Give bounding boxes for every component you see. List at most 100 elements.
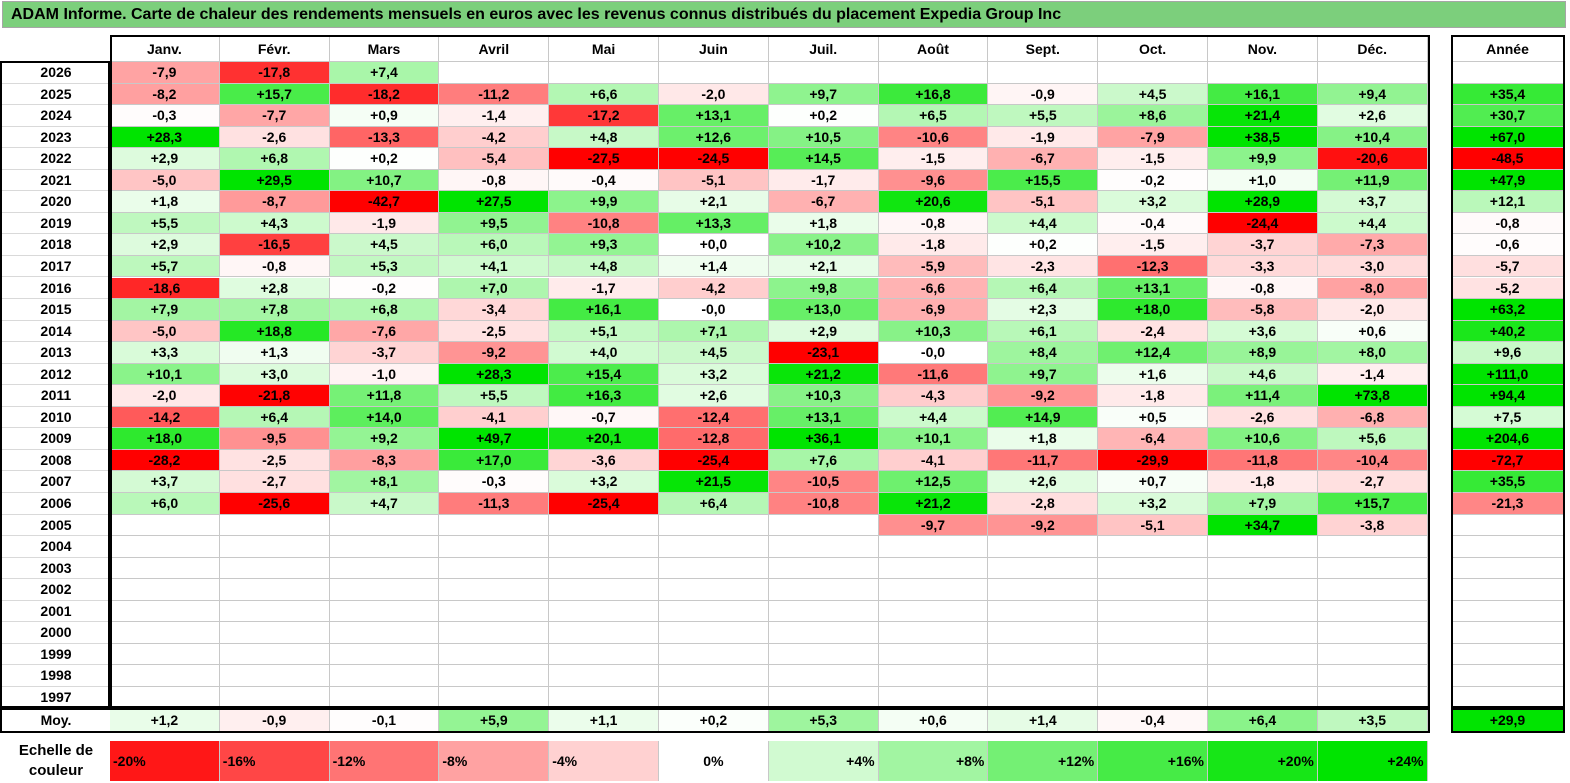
average-cell: +0,2 bbox=[659, 708, 769, 732]
average-cell: -0,4 bbox=[1098, 708, 1208, 732]
annual-cell bbox=[1452, 643, 1564, 666]
heatmap-cell: +10,4 bbox=[1317, 126, 1428, 149]
heatmap-cell bbox=[439, 557, 550, 580]
heatmap-cell: +7,9 bbox=[1208, 493, 1318, 515]
heatmap-cell: +13,3 bbox=[659, 212, 769, 235]
average-cell: +5,9 bbox=[439, 708, 550, 732]
heatmap-cell: -0,3 bbox=[110, 105, 220, 127]
heatmap-cell: -2,7 bbox=[1317, 471, 1428, 493]
heatmap-cell bbox=[329, 600, 440, 623]
heatmap-cell: -1,7 bbox=[768, 169, 879, 192]
heatmap-cell: -2,0 bbox=[659, 83, 769, 106]
year-label: 2011 bbox=[2, 385, 110, 407]
scale-step: +20% bbox=[1208, 741, 1318, 781]
annual-cell bbox=[1452, 579, 1564, 601]
average-label: Moy. bbox=[2, 708, 110, 732]
heatmap-cell: +10,3 bbox=[878, 320, 989, 343]
heatmap-cell: +16,8 bbox=[878, 83, 989, 106]
heatmap-cell: +4,5 bbox=[1098, 83, 1208, 106]
annual-cell bbox=[1452, 514, 1564, 537]
year-label: 2002 bbox=[2, 579, 110, 601]
year-label: 2022 bbox=[2, 148, 110, 170]
heatmap-cell bbox=[1098, 643, 1208, 666]
heatmap-cell: +5,3 bbox=[329, 255, 440, 278]
heatmap-cell bbox=[110, 686, 220, 709]
heatmap-cell: -27,5 bbox=[549, 148, 659, 170]
heatmap-cell: +1,4 bbox=[659, 255, 769, 278]
heatmap-cell: -3,0 bbox=[1317, 255, 1428, 278]
year-label: 2020 bbox=[2, 191, 110, 213]
heatmap-cell: -9,5 bbox=[219, 428, 330, 450]
average-cell: +5,3 bbox=[768, 708, 879, 732]
heatmap-cell: -2,6 bbox=[219, 126, 330, 149]
heatmap-cell bbox=[1208, 686, 1318, 709]
heatmap-cell: +2,9 bbox=[110, 148, 220, 170]
heatmap-cell: +8,9 bbox=[1208, 342, 1318, 364]
heatmap-cell: -7,3 bbox=[1317, 234, 1428, 256]
heatmap-cell: -4,2 bbox=[659, 277, 769, 300]
heatmap-cell: +13,1 bbox=[768, 406, 879, 429]
heatmap-cell: -2,5 bbox=[219, 449, 330, 472]
heatmap-cell: -11,8 bbox=[1208, 449, 1318, 472]
heatmap-cell bbox=[659, 62, 769, 84]
heatmap-cell bbox=[219, 579, 330, 601]
heatmap-cell: +4,4 bbox=[878, 406, 989, 429]
heatmap-cell: +27,5 bbox=[439, 191, 550, 213]
heatmap-cell: -10,6 bbox=[878, 126, 989, 149]
heatmap-cell: -28,2 bbox=[110, 449, 220, 472]
year-label: 2019 bbox=[2, 213, 110, 235]
heatmap-cell: -4,2 bbox=[439, 126, 550, 149]
heatmap-cell: +4,0 bbox=[549, 342, 659, 364]
annual-cell: -72,7 bbox=[1452, 449, 1564, 472]
heatmap-cell: -6,8 bbox=[1317, 406, 1428, 429]
annual-cell: +35,4 bbox=[1452, 83, 1564, 106]
heatmap-cell: +13,0 bbox=[768, 299, 879, 321]
heatmap-cell bbox=[549, 622, 659, 644]
heatmap-cell bbox=[659, 643, 769, 666]
annual-cell: +67,0 bbox=[1452, 126, 1564, 149]
year-label: 2003 bbox=[2, 558, 110, 580]
heatmap-cell bbox=[1098, 62, 1208, 84]
year-label: 2008 bbox=[2, 450, 110, 472]
heatmap-cell: -6,7 bbox=[768, 191, 879, 213]
heatmap-cell: +6,4 bbox=[219, 406, 330, 429]
heatmap-cell bbox=[439, 600, 550, 623]
annual-cell: -5,7 bbox=[1452, 255, 1564, 278]
heatmap-cell bbox=[1208, 643, 1318, 666]
heatmap-cell bbox=[878, 579, 989, 601]
year-label: 2017 bbox=[2, 256, 110, 278]
heatmap-cell: -8,7 bbox=[219, 191, 330, 213]
heatmap-cell bbox=[1317, 686, 1428, 709]
year-label: 2009 bbox=[2, 428, 110, 450]
heatmap-cell: -8,2 bbox=[110, 83, 220, 106]
heatmap-cell bbox=[1317, 600, 1428, 623]
year-label: 2001 bbox=[2, 601, 110, 623]
heatmap-cell: -14,2 bbox=[110, 406, 220, 429]
month-header: Déc. bbox=[1317, 37, 1428, 62]
year-label: 2014 bbox=[2, 321, 110, 343]
scale-step: -20% bbox=[110, 741, 220, 781]
heatmap-cell bbox=[549, 62, 659, 84]
heatmap-cell: +4,7 bbox=[329, 493, 440, 515]
heatmap-cell bbox=[659, 665, 769, 687]
year-label: 2021 bbox=[2, 170, 110, 192]
average-cell: +6,4 bbox=[1208, 708, 1318, 732]
heatmap-cell: +34,7 bbox=[1208, 514, 1318, 537]
heatmap-cell: +0,2 bbox=[988, 234, 1099, 256]
heatmap-cell: +20,6 bbox=[878, 191, 989, 213]
heatmap-cell: +7,8 bbox=[219, 299, 330, 321]
scale-step: +16% bbox=[1098, 741, 1208, 781]
annual-cell: -0,6 bbox=[1452, 234, 1564, 256]
heatmap-cell bbox=[1098, 579, 1208, 601]
heatmap-cell: +7,1 bbox=[659, 320, 769, 343]
heatmap-cell bbox=[768, 579, 879, 601]
heatmap-cell bbox=[988, 579, 1099, 601]
heatmap-cell bbox=[659, 557, 769, 580]
heatmap-cell: -3,3 bbox=[1208, 255, 1318, 278]
year-label: 1998 bbox=[2, 665, 110, 687]
heatmap-cell: +6,4 bbox=[988, 277, 1099, 300]
year-label: 2012 bbox=[2, 364, 110, 386]
heatmap-cell: +15,5 bbox=[988, 169, 1099, 192]
heatmap-cell: -0,0 bbox=[878, 342, 989, 364]
heatmap-cell bbox=[219, 622, 330, 644]
